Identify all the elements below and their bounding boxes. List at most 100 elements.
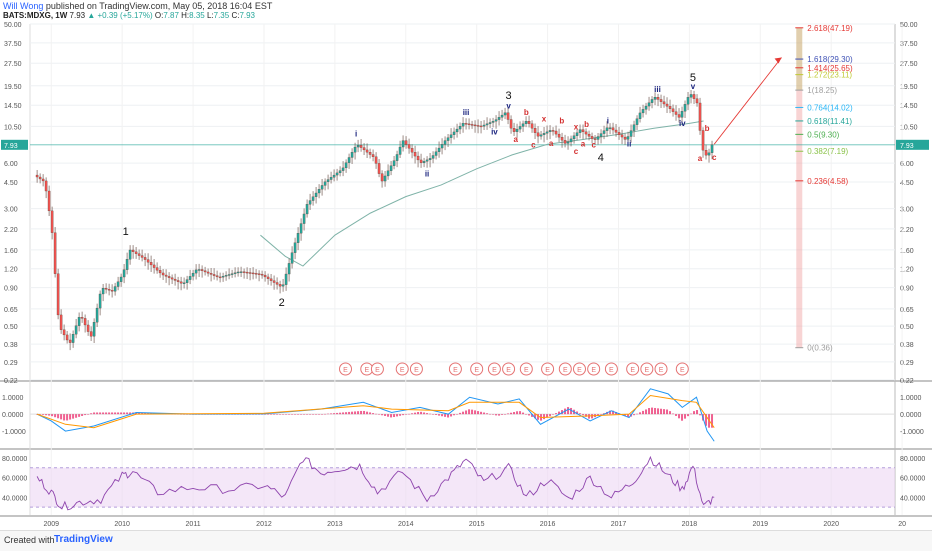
candle-body	[614, 129, 618, 133]
macd-histogram-bar	[372, 413, 375, 415]
candle-body	[200, 269, 204, 271]
macd-histogram-bar	[675, 414, 678, 416]
earnings-marker-label: E	[680, 367, 685, 374]
earnings-marker-label: E	[659, 367, 664, 374]
candle-body	[707, 152, 711, 156]
candle-body	[284, 273, 288, 285]
candle-body	[287, 263, 291, 275]
candle-body	[449, 134, 453, 138]
macd-histogram-bar	[642, 410, 645, 415]
macd-histogram-bar	[300, 414, 303, 415]
macd-histogram-bar	[282, 414, 285, 415]
macd-histogram-bar	[369, 412, 372, 415]
wave-label: a	[581, 140, 586, 149]
right-price-tick: 4.50	[900, 180, 914, 187]
earnings-marker-label: E	[474, 367, 479, 374]
candle-body	[521, 123, 525, 127]
fib-level-label: 0.764(14.02)	[807, 103, 853, 112]
candle-body	[299, 223, 303, 234]
candle-body	[542, 133, 546, 135]
macd-histogram-bar	[471, 409, 474, 415]
macd-histogram-bar	[354, 411, 357, 415]
macd-histogram-bar	[105, 412, 108, 415]
candle-body	[314, 192, 318, 197]
candle-body	[425, 159, 429, 162]
candle-body	[506, 112, 510, 120]
wave-label: a	[549, 139, 554, 148]
symbol-label[interactable]: BATS:MDXG, 1W	[3, 11, 68, 20]
macd-tick-left: -1.0000	[2, 429, 26, 436]
moving-average-line	[260, 120, 704, 267]
macd-histogram-bar	[264, 414, 267, 415]
wave-label: ii	[425, 169, 429, 178]
time-tick: 2013	[327, 521, 343, 528]
macd-histogram-bar	[639, 412, 642, 415]
last-price-tag	[896, 139, 929, 150]
chart-canvas[interactable]: 50.00 50.00 37.50 37.50 27.50 27.50 19.50 19.50…	[0, 0, 932, 530]
candle-body	[470, 124, 474, 126]
macd-tick: 1.0000	[900, 395, 922, 402]
macd-histogram-bar	[63, 414, 66, 421]
macd-histogram-bar	[492, 414, 495, 415]
macd-histogram-bar	[567, 407, 570, 415]
macd-histogram-bar	[423, 412, 426, 415]
candle-body	[539, 134, 543, 137]
candlestick-series	[35, 89, 714, 351]
macd-signal-line	[36, 395, 715, 429]
time-tick: 2011	[186, 521, 201, 528]
candle-body	[467, 123, 471, 126]
candle-body	[338, 170, 342, 174]
macd-histogram-bar	[417, 412, 420, 415]
time-tick: 2010	[114, 521, 130, 528]
author-link[interactable]: Will Wong	[3, 1, 44, 11]
candle-body	[170, 277, 174, 280]
candle-body	[320, 185, 324, 190]
candle-body	[362, 147, 366, 151]
fib-level-label: 1.414(25.65)	[807, 64, 853, 73]
candle-body	[59, 314, 63, 330]
candle-body	[407, 144, 411, 149]
left-price-tick: 10.50	[4, 124, 22, 131]
candle-body	[677, 114, 681, 118]
right-price-tick: 0.50	[900, 324, 914, 331]
earnings-marker	[654, 362, 668, 376]
candle-body	[548, 130, 552, 133]
macd-histogram-bar	[381, 414, 384, 416]
wave-label: iii	[654, 85, 661, 94]
earnings-marker	[626, 362, 640, 376]
candle-body	[260, 273, 264, 276]
macd-histogram-bar	[84, 414, 87, 416]
time-tick: 2016	[540, 521, 556, 528]
candle-body	[173, 278, 177, 281]
fib-level-label: 1.618(29.30)	[807, 55, 853, 64]
candle-body	[275, 282, 279, 285]
left-price-tick: 0.29	[4, 360, 18, 367]
rsi-tick-left: 40.0000	[2, 495, 27, 502]
macd-histogram-bar	[321, 414, 324, 415]
macd-histogram-bar	[576, 411, 579, 415]
macd-histogram-bar	[459, 412, 462, 415]
earnings-marker-label: E	[506, 367, 511, 374]
macd-histogram-bar	[645, 409, 648, 415]
right-price-tick: 0.65	[900, 307, 914, 314]
macd-histogram-bar	[306, 414, 309, 415]
candle-body	[83, 318, 87, 326]
right-price-tick: 27.50	[900, 61, 918, 68]
candle-body	[179, 281, 183, 284]
rsi-tick: 40.0000	[900, 495, 925, 502]
macd-histogram-bar	[117, 412, 120, 415]
candle-body	[131, 249, 135, 252]
macd-histogram-bar	[276, 414, 279, 415]
candle-body	[353, 146, 357, 153]
earnings-marker-label: E	[645, 367, 650, 374]
candle-body	[191, 272, 195, 277]
macd-histogram-bar	[477, 411, 480, 415]
left-price-tick: 4.50	[4, 180, 18, 187]
fib-level-label: 0.236(4.58)	[807, 177, 848, 186]
time-tick: 20	[898, 521, 906, 528]
macd-histogram-bar	[528, 414, 531, 416]
candle-body	[308, 200, 312, 205]
tradingview-logo[interactable]: TradingView	[54, 534, 113, 545]
earnings-marker-label: E	[563, 367, 568, 374]
macd-histogram-bar	[297, 414, 300, 415]
